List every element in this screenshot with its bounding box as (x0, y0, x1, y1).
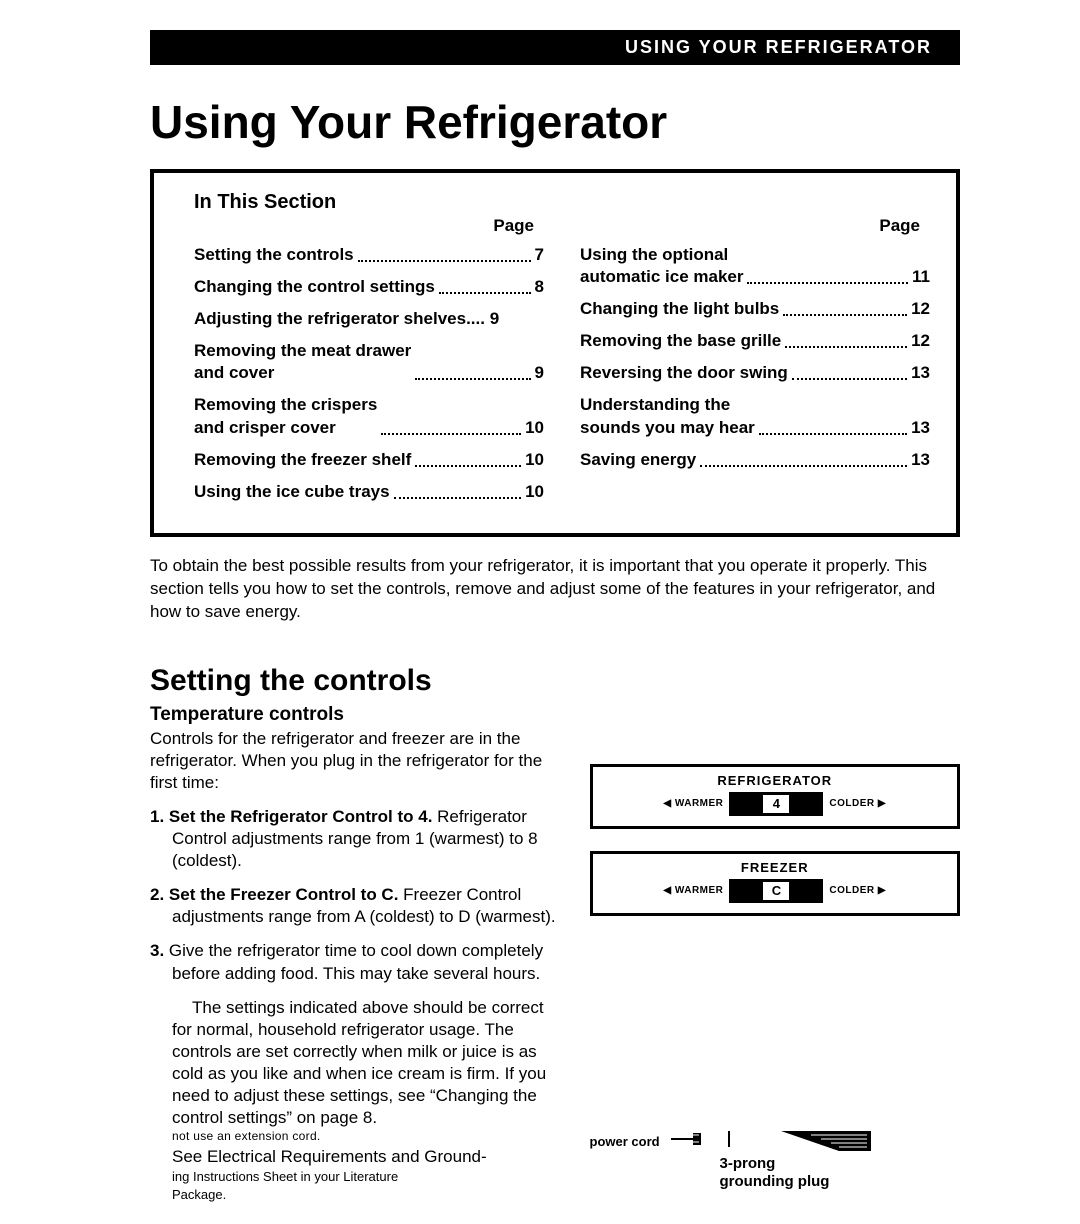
section-title: Setting the controls (150, 664, 960, 698)
step-number: 2. (150, 885, 169, 904)
toc-item-label: Saving energy (580, 449, 696, 471)
toc-item-label: Reversing the door swing (580, 362, 788, 384)
toc-item-page: 12 (911, 298, 930, 320)
step-number: 1. (150, 807, 169, 826)
toc-item-label: Changing the light bulbs (580, 298, 779, 320)
plug-label-2: grounding plug (590, 1173, 961, 1191)
toc-dots (415, 378, 530, 380)
toc-dots (785, 346, 907, 348)
freezer-control-diagram: FREEZER ◀ WARMER C COLDER ▶ (590, 851, 961, 916)
toc-item-label: Understanding the sounds you may hear (580, 394, 755, 438)
toc-item-page: 9 (535, 362, 544, 384)
colder-label: COLDER ▶ (823, 798, 892, 809)
toc-page-label: Page (580, 216, 930, 236)
cutoff-text: not use an extension cord. (150, 1129, 560, 1143)
cutoff-text: See Electrical Requirements and Ground- (150, 1146, 560, 1168)
toc-item-page: 10 (525, 481, 544, 503)
toc-item-label: Using the optional automatic ice maker (580, 244, 743, 288)
toc-box: In This Section Page Setting the control… (150, 169, 960, 537)
toc-dots (792, 378, 907, 380)
plug-diagram-row: power cord (590, 1129, 961, 1155)
freezer-control-label: FREEZER (601, 860, 950, 875)
toc-item-label: Setting the controls (194, 244, 354, 266)
toc-dots (394, 497, 522, 499)
toc-item: Using the ice cube trays 10 (194, 481, 544, 503)
temperature-intro: Controls for the refrigerator and freeze… (150, 728, 560, 794)
power-cord-label: power cord (590, 1134, 660, 1149)
step-body: Give the refrigerator time to cool down … (169, 941, 543, 982)
header-bar: USING YOUR REFRIGERATOR (150, 30, 960, 65)
toc-dots (381, 433, 521, 435)
toc-item-page: 11 (912, 266, 930, 288)
toc-item-label: Removing the freezer shelf (194, 449, 411, 471)
toc-item-page: 7 (535, 244, 544, 266)
toc-dots (415, 465, 521, 467)
toc-item-page: 10 (525, 449, 544, 471)
toc-heading: In This Section (194, 191, 930, 214)
step-heading: Set the Refrigerator Control to 4. (169, 807, 437, 826)
toc-item: Removing the base grille 12 (580, 330, 930, 352)
toc-item: Changing the light bulbs 12 (580, 298, 930, 320)
plug-icon (671, 1129, 871, 1155)
toc-item-label: Removing the meat drawer and cover (194, 340, 411, 384)
toc-dots (759, 433, 907, 435)
toc-item: Setting the controls 7 (194, 244, 544, 266)
subsection-title: Temperature controls (150, 704, 560, 726)
slider-block (729, 792, 763, 816)
toc-item-page: 12 (911, 330, 930, 352)
toc-item-page: 13 (911, 417, 930, 439)
toc-item: Removing the meat drawer and cover 9 (194, 340, 544, 384)
step-item: 1. Set the Refrigerator Control to 4. Re… (172, 806, 560, 872)
toc-item-label: Removing the base grille (580, 330, 781, 352)
step-item: 2. Set the Freezer Control to C. Freezer… (172, 884, 560, 928)
cutoff-text: Package. (150, 1186, 560, 1204)
toc-item: Using the optional automatic ice maker 11 (580, 244, 930, 288)
toc-item: Reversing the door swing 13 (580, 362, 930, 384)
step-item: 3. Give the refrigerator time to cool do… (172, 940, 560, 984)
intro-paragraph: To obtain the best possible results from… (150, 555, 960, 624)
toc-item-label: Adjusting the refrigerator shelves (194, 308, 466, 330)
plug-label-1: 3-prong (590, 1155, 961, 1173)
warmer-label: ◀ WARMER (657, 885, 729, 896)
toc-item-label: Using the ice cube trays (194, 481, 390, 503)
toc-item-page: 13 (911, 449, 930, 471)
step-heading: Set the Freezer Control to C. (169, 885, 403, 904)
step-number: 3. (150, 941, 169, 960)
warmer-label: ◀ WARMER (657, 798, 729, 809)
steps-list: 1. Set the Refrigerator Control to 4. Re… (150, 806, 560, 985)
toc-item: Understanding the sounds you may hear 13 (580, 394, 930, 438)
colder-label: COLDER ▶ (823, 885, 892, 896)
page-title: Using Your Refrigerator (150, 95, 960, 149)
toc-item: Removing the crispers and crisper cover 1… (194, 394, 544, 438)
toc-item: Saving energy 13 (580, 449, 930, 471)
refrigerator-control-diagram: REFRIGERATOR ◀ WARMER 4 COLDER ▶ (590, 764, 961, 829)
toc-right-column: Page Using the optional automatic ice ma… (580, 216, 930, 513)
toc-dots (783, 314, 907, 316)
toc-item-page: 13 (911, 362, 930, 384)
toc-item-page: .... 9 (466, 308, 499, 330)
toc-dots (358, 260, 531, 262)
toc-dots (747, 282, 908, 284)
cutoff-text: ing Instructions Sheet in your Literatur… (150, 1168, 560, 1186)
toc-item-page: 8 (535, 276, 544, 298)
toc-item-label: Changing the control settings (194, 276, 435, 298)
toc-left-column: Page Setting the controls 7 Changing the c… (194, 216, 544, 513)
toc-item-page: 10 (525, 417, 544, 439)
toc-item: Changing the control settings 8 (194, 276, 544, 298)
slider-block (789, 792, 823, 816)
toc-item-label: Removing the crispers and crisper cover (194, 394, 377, 438)
toc-item: Adjusting the refrigerator shelves .... … (194, 308, 544, 330)
refrigerator-control-label: REFRIGERATOR (601, 773, 950, 788)
toc-dots (700, 465, 907, 467)
freezer-setting-value: C (763, 879, 789, 903)
settings-note: The settings indicated above should be c… (150, 997, 560, 1130)
slider-block (729, 879, 763, 903)
refrigerator-setting-value: 4 (763, 792, 789, 816)
toc-item: Removing the freezer shelf 10 (194, 449, 544, 471)
toc-page-label: Page (194, 216, 544, 236)
slider-block (789, 879, 823, 903)
toc-dots (439, 292, 531, 294)
